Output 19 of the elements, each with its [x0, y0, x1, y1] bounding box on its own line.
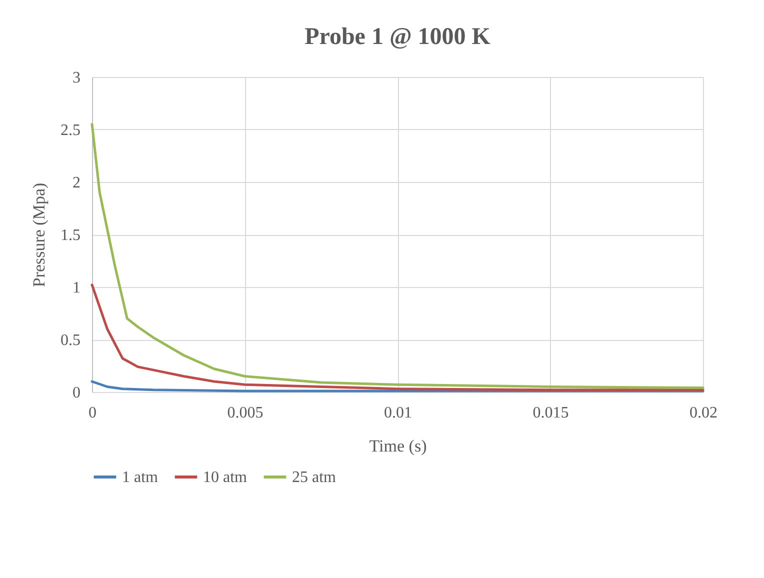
y-tick-label: 2 [72, 174, 80, 192]
line-series [90, 123, 704, 390]
legend-label: 10 atm [203, 469, 248, 486]
legend-label: 1 atm [122, 469, 159, 486]
y-tick-label: 1 [72, 280, 80, 296]
y-tick-label: 0 [72, 384, 80, 402]
y-tick-label: 3 [72, 70, 80, 86]
chart-title: Probe 1 @ 1000 K [304, 24, 491, 50]
legend-label: 25 atm [292, 469, 337, 486]
x-axis-title: Time (s) [369, 436, 427, 456]
x-tick-label: 0.015 [532, 404, 569, 422]
y-tick-label: 0.5 [60, 332, 80, 349]
y-tick-label: 1.5 [60, 227, 80, 244]
x-tick-label: 0 [88, 404, 96, 422]
x-tick-label: 0.02 [690, 404, 718, 422]
x-tick-label: 0.005 [227, 404, 264, 422]
y-tick-label: 2.5 [60, 122, 80, 139]
y-axis-title: Pressure (Mpa) [30, 182, 48, 288]
x-tick-label: 0.01 [384, 404, 412, 422]
